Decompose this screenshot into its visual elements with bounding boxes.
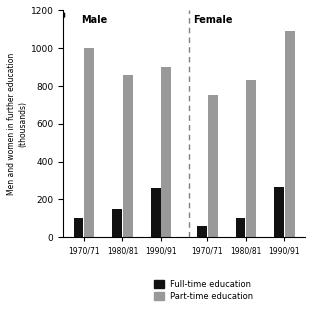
Bar <box>208 95 217 237</box>
Bar <box>197 226 207 237</box>
Y-axis label: Men and women in further education
(thousands): Men and women in further education (thou… <box>7 53 28 195</box>
Text: Male: Male <box>81 15 108 25</box>
Bar <box>162 67 171 237</box>
Bar <box>151 188 160 237</box>
Text: Female: Female <box>193 15 233 25</box>
Bar <box>84 48 94 237</box>
Bar <box>112 209 122 237</box>
Bar <box>236 218 246 237</box>
Bar <box>74 218 83 237</box>
Bar <box>285 31 295 237</box>
Bar <box>246 80 256 237</box>
Legend: Full-time education, Part-time education: Full-time education, Part-time education <box>154 280 253 301</box>
Bar <box>274 187 284 237</box>
Bar <box>123 75 133 237</box>
